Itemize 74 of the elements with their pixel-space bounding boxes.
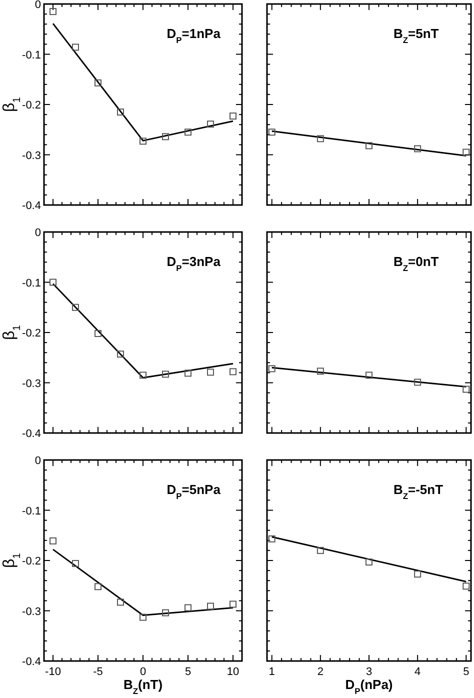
x-tick-label: 5 [184, 666, 192, 678]
point [414, 145, 422, 152]
point [462, 582, 470, 590]
y-tick-label: 0 [34, 0, 41, 11]
point [366, 558, 372, 566]
annotation: B$_{Z}$=-5nT [393, 482, 444, 501]
point [140, 372, 146, 379]
y-tick-label: -0.1 [22, 505, 41, 518]
x-axis-title: D$_{P}$(nPa) [345, 677, 393, 696]
point [316, 135, 324, 142]
x-tick-label: 0 [140, 666, 146, 678]
point [230, 600, 236, 608]
point [117, 350, 124, 358]
point [50, 537, 56, 544]
point [207, 602, 214, 610]
point [72, 304, 79, 311]
point [72, 560, 79, 568]
y-tick-label: -0.2 [22, 100, 41, 112]
x-tick-label: 5 [463, 666, 470, 678]
y-tick-label: -0.1 [22, 277, 41, 290]
y-tick-label: 0 [34, 455, 41, 467]
x-tick-label: 4 [414, 666, 421, 678]
point [184, 128, 192, 136]
y-tick-label: -0.4 [22, 200, 41, 212]
point [366, 372, 372, 379]
point [366, 142, 372, 150]
point [117, 598, 124, 606]
point [268, 535, 276, 542]
x-tick-label: 2 [317, 666, 324, 678]
annotation: D$_{P}$=3nPa [166, 254, 222, 273]
y-tick-label: -0.4 [22, 428, 41, 440]
y-tick-label: -0.2 [22, 556, 41, 568]
point [414, 378, 422, 386]
point [184, 604, 192, 612]
x-tick-label: -5 [93, 666, 103, 678]
point [316, 546, 324, 554]
point [184, 370, 192, 377]
x-axis-title: B$_{Z}$(nT) [123, 677, 163, 696]
annotation: D$_{P}$=5nPa [166, 482, 222, 501]
point [268, 365, 276, 372]
point [207, 120, 214, 128]
y-tick-label: 0 [34, 227, 41, 239]
point [230, 112, 236, 120]
point [94, 330, 102, 338]
point [72, 44, 79, 51]
annotation: B$_{Z}$=5nT [393, 26, 439, 45]
point [162, 370, 169, 378]
y-tick-label: -0.3 [22, 378, 41, 390]
point [140, 614, 146, 621]
y-tick-label: -0.3 [22, 150, 41, 162]
point [162, 133, 169, 140]
y-tick-label: -0.4 [22, 656, 41, 668]
y-tick-label: -0.2 [22, 328, 41, 340]
point [207, 368, 214, 376]
point [230, 368, 236, 376]
x-tick-label: 10 [226, 666, 240, 678]
point [462, 386, 470, 393]
point [140, 138, 146, 145]
point [94, 583, 102, 590]
y-tick-label: -0.1 [22, 49, 41, 62]
point [162, 609, 169, 616]
point [50, 8, 56, 16]
point [94, 79, 102, 86]
x-tick-label: 1 [268, 666, 275, 678]
point [414, 570, 422, 578]
y-tick-label: -0.3 [22, 606, 41, 618]
x-tick-label: -10 [45, 666, 61, 678]
x-tick-label: 3 [366, 666, 372, 678]
point [316, 368, 324, 375]
annotation: B$_{Z}$=0nT [393, 254, 439, 273]
point [117, 108, 124, 116]
point [50, 278, 56, 286]
point [268, 128, 276, 136]
annotation: D$_{P}$=1nPa [166, 26, 222, 45]
